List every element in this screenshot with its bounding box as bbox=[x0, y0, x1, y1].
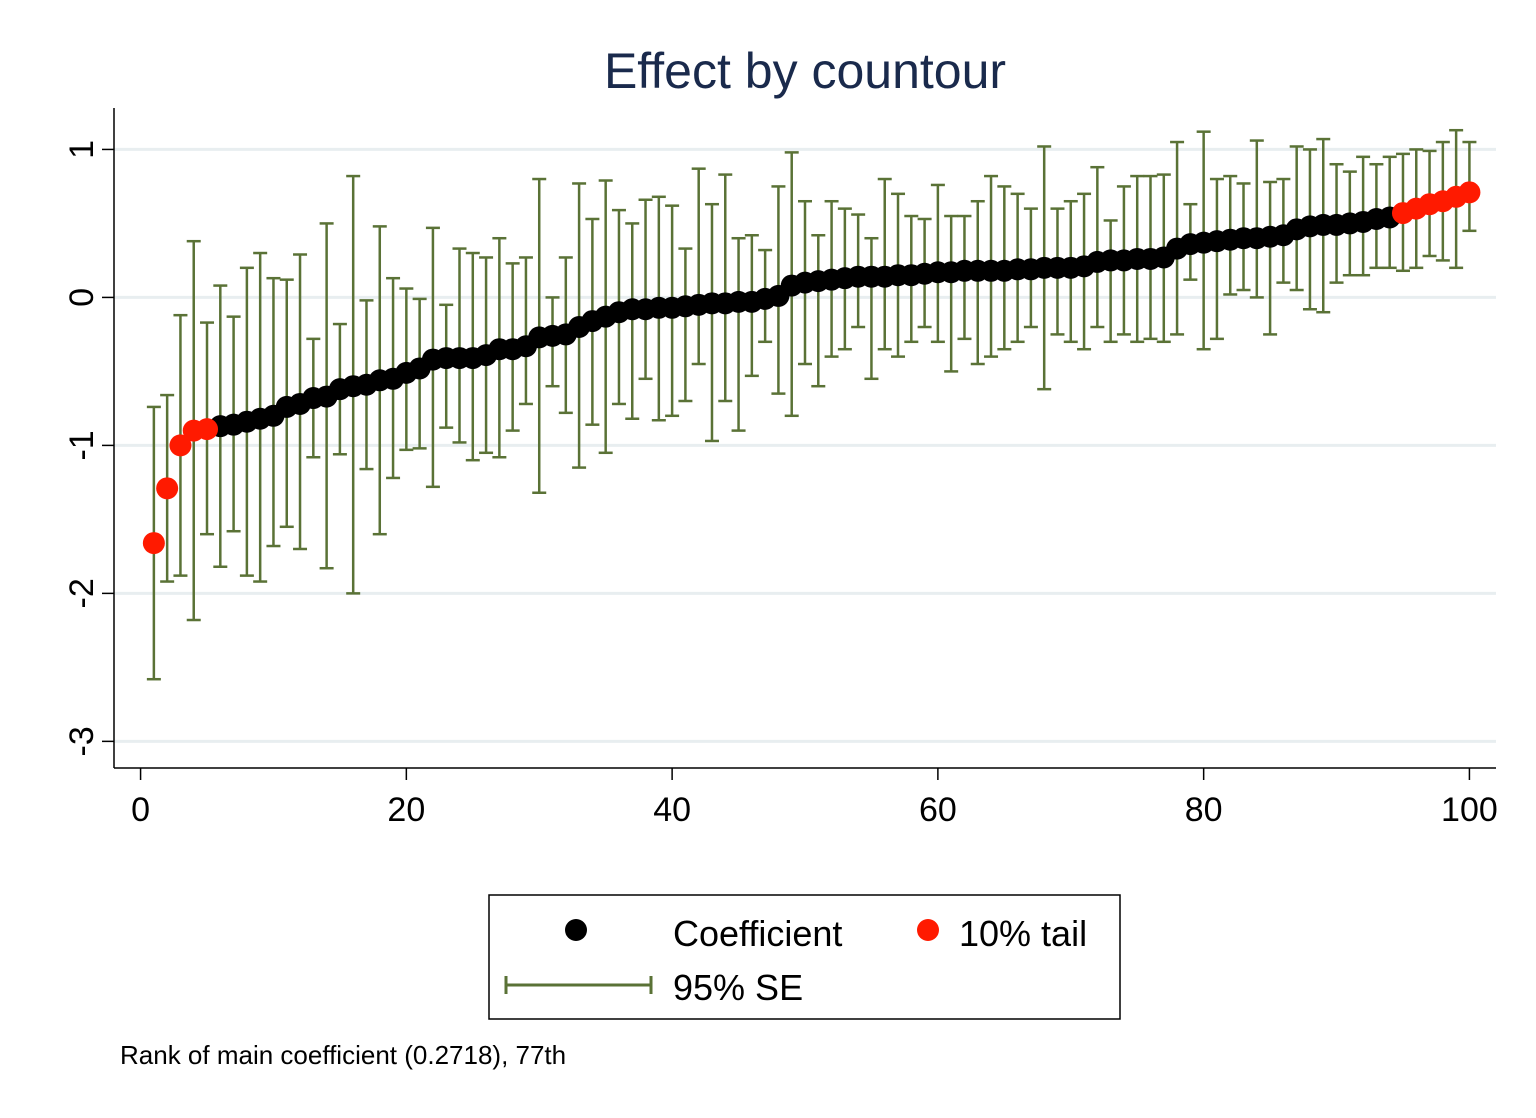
y-tick-label: -3 bbox=[63, 726, 101, 756]
y-tick-label: 0 bbox=[63, 288, 101, 307]
legend-box bbox=[488, 894, 1121, 1020]
se-bar bbox=[718, 173, 733, 403]
se-bar bbox=[970, 199, 985, 366]
se-bar bbox=[518, 256, 533, 406]
se-bar bbox=[452, 247, 467, 444]
tail-point bbox=[169, 434, 192, 457]
coefficient-points bbox=[142, 181, 1481, 555]
se-bar bbox=[1289, 145, 1304, 292]
se-bar bbox=[1209, 177, 1224, 341]
tail-point bbox=[1458, 181, 1481, 204]
y-tick-label: -1 bbox=[63, 430, 101, 460]
x-tick-label: 80 bbox=[1185, 791, 1223, 829]
se-bar bbox=[638, 198, 653, 381]
legend: Coefficient 10% tail 95% SE bbox=[488, 894, 1121, 1020]
se-bar bbox=[944, 214, 959, 373]
x-tick-label: 100 bbox=[1441, 791, 1498, 829]
y-tick-label: -2 bbox=[63, 578, 101, 608]
se-bar bbox=[731, 236, 746, 432]
y-ticks: -3 -2 -1 0 1 bbox=[63, 140, 114, 756]
se-bar bbox=[877, 177, 892, 351]
se-bar bbox=[678, 247, 693, 403]
tail-point bbox=[196, 418, 219, 441]
legend-tail-label: 10% tail bbox=[959, 913, 1087, 954]
se-bar bbox=[691, 167, 706, 366]
se-bar bbox=[1103, 219, 1118, 344]
x-tick-label: 40 bbox=[653, 791, 691, 829]
legend-tail-marker bbox=[917, 919, 939, 941]
tail-point bbox=[142, 532, 165, 555]
x-tick-label: 60 bbox=[919, 791, 957, 829]
x-tick-label: 20 bbox=[387, 791, 425, 829]
legend-se-marker bbox=[504, 976, 653, 994]
x-tick-label: 0 bbox=[131, 791, 150, 829]
se-bar bbox=[1263, 180, 1278, 336]
legend-se-label: 95% SE bbox=[673, 967, 803, 1008]
x-ticks: 0 20 40 60 80 100 bbox=[131, 768, 1498, 829]
se-bar bbox=[704, 202, 719, 443]
se-bar bbox=[1249, 139, 1264, 299]
chart-note: Rank of main coefficient (0.2718), 77th bbox=[120, 1040, 566, 1070]
se-bar bbox=[625, 222, 640, 421]
y-tick-label: 1 bbox=[63, 140, 101, 159]
tail-point bbox=[156, 477, 179, 500]
legend-coefficient-marker bbox=[565, 919, 587, 941]
legend-coefficient-label: Coefficient bbox=[673, 913, 842, 954]
chart-title: Effect by countour bbox=[604, 43, 1006, 99]
se-bar bbox=[1090, 165, 1105, 329]
se-bar bbox=[864, 236, 879, 381]
se-bar bbox=[811, 234, 826, 388]
